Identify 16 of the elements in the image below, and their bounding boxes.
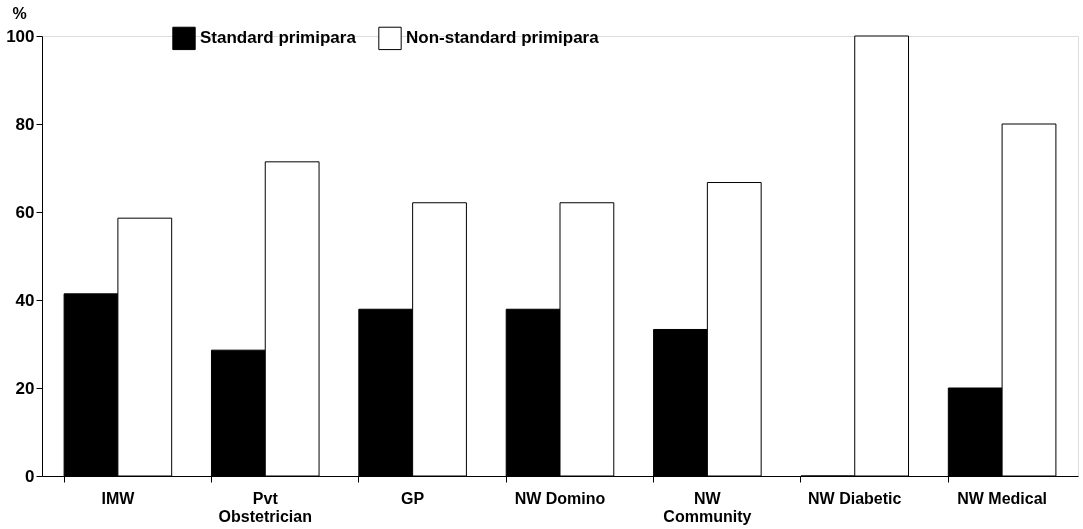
y-tick-label: 0 [25,466,35,486]
x-tick-label: Pvt Obstetrician [218,489,312,525]
y-tick-label: 80 [15,114,35,134]
y-tick-label: 20 [15,378,35,398]
x-tick-label: NW Domino [514,489,606,507]
legend-label: Standard primipara [200,28,357,48]
y-tick-label: 100 [6,26,35,46]
x-tick-label: NW Diabetic [808,489,902,507]
y-tick-label: 40 [15,290,35,310]
y-tick-label: 60 [15,202,35,222]
legend-label: Non-standard primipara [406,28,600,48]
x-tick-label: NW Medical [957,489,1047,507]
y-axis-title: % [12,4,27,22]
x-tick-label: GP [401,489,425,507]
x-tick-label: NW Community [663,489,752,525]
x-tick-label: IMW [101,489,136,507]
